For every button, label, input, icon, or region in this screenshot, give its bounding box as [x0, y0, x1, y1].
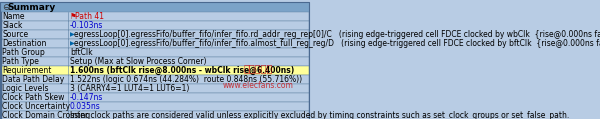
Text: 1.600ns (bftClk rise@8.000ns - wbClk rise@6.400ns): 1.600ns (bftClk rise@8.000ns - wbClk ris… [70, 66, 294, 75]
Bar [0, 39, 309, 48]
Text: Path 41: Path 41 [75, 12, 104, 21]
Text: Destination: Destination [2, 39, 47, 48]
Text: Data Path Delay: Data Path Delay [2, 75, 64, 84]
Text: Path Type: Path Type [2, 57, 39, 66]
Text: Inter clock paths are considered valid unless explicitly excluded by timing cons: Inter clock paths are considered valid u… [70, 111, 569, 119]
Bar [0, 30, 309, 39]
Text: egressLoop[0].egressFifo/buffer_fifo/infer_fifo.rd_addr_reg_rep[0]/C   (rising e: egressLoop[0].egressFifo/buffer_fifo/inf… [74, 30, 600, 39]
Text: 0.035ns: 0.035ns [70, 102, 101, 111]
Text: Source: Source [2, 30, 28, 39]
Bar [0, 102, 309, 111]
Text: ▶: ▶ [70, 32, 74, 37]
Text: Clock Uncertainty: Clock Uncertainty [2, 102, 70, 111]
Bar [0, 111, 309, 119]
Text: Clock Path Skew: Clock Path Skew [2, 93, 65, 102]
Bar [0, 2, 309, 12]
Text: bftClk: bftClk [70, 48, 92, 57]
Text: 3 (CARRY4=1 LUT4=1 LUT6=1): 3 (CARRY4=1 LUT4=1 LUT6=1) [70, 84, 189, 93]
Text: Logic Levels: Logic Levels [2, 84, 49, 93]
Text: -0.103ns: -0.103ns [70, 21, 103, 30]
Text: ▶: ▶ [70, 41, 74, 46]
Text: 电子发烧友: 电子发烧友 [244, 63, 273, 73]
Bar [0, 12, 309, 21]
Text: 1.522ns (logic 0.674ns (44.284%)  route 0.848ns (55.716%)): 1.522ns (logic 0.674ns (44.284%) route 0… [70, 75, 302, 84]
Text: Slack: Slack [2, 21, 23, 30]
Text: www.elecfans.com: www.elecfans.com [223, 81, 293, 90]
Text: Path Group: Path Group [2, 48, 45, 57]
Text: Requirement: Requirement [2, 66, 52, 75]
Text: ⚑: ⚑ [70, 12, 77, 21]
Bar [0, 57, 309, 66]
Bar [0, 84, 309, 93]
Text: Summary: Summary [7, 3, 56, 12]
Bar [0, 48, 309, 57]
Text: ⊖: ⊖ [2, 3, 10, 12]
Text: -0.147ns: -0.147ns [70, 93, 103, 102]
Bar [0, 21, 309, 30]
Bar [0, 93, 309, 102]
Text: Setup (Max at Slow Process Corner): Setup (Max at Slow Process Corner) [70, 57, 206, 66]
Bar [0, 66, 309, 75]
Text: Name: Name [2, 12, 25, 21]
Text: egressLoop[0].egressFifo/buffer_fifo/infer_fifo.almost_full_reg_reg/D   (rising : egressLoop[0].egressFifo/buffer_fifo/inf… [74, 39, 600, 48]
Text: Clock Domain Crossing: Clock Domain Crossing [2, 111, 91, 119]
Bar [0, 75, 309, 84]
